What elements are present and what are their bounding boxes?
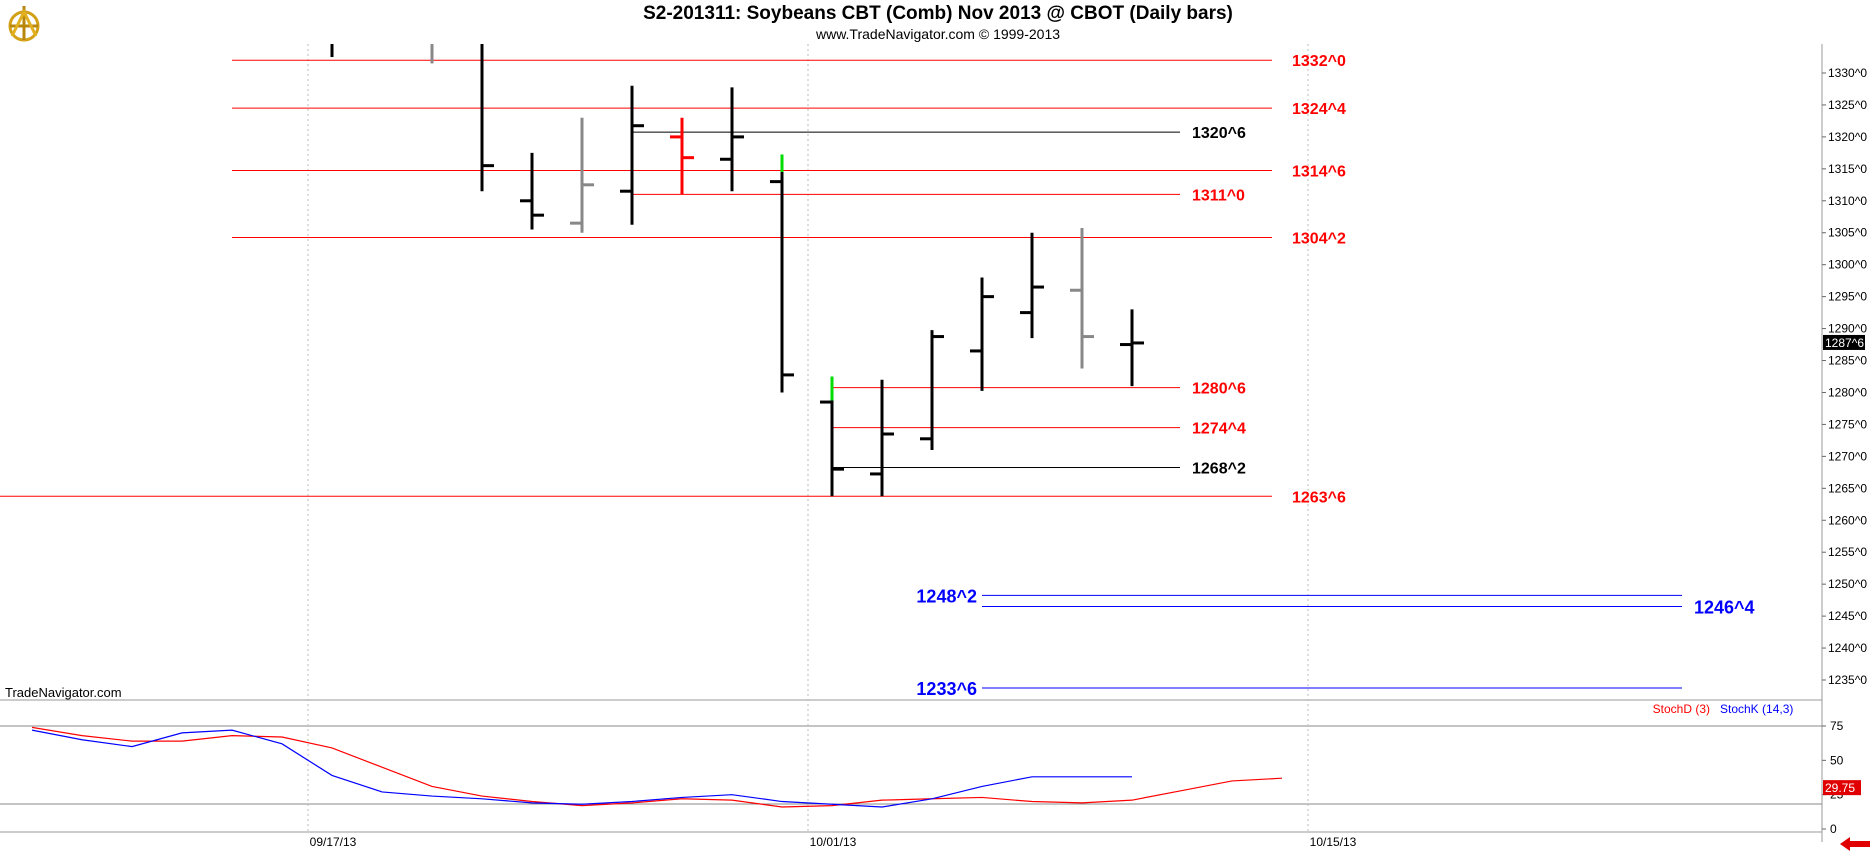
y-tick-label: 1290^0 xyxy=(1828,322,1867,336)
y-tick-label: 1295^0 xyxy=(1828,290,1867,304)
last-price-tag xyxy=(1823,334,1865,350)
y-tick-label: 1240^0 xyxy=(1828,641,1867,655)
left-arrow-icon[interactable] xyxy=(1838,836,1872,852)
chart-subtitle: www.TradeNavigator.com © 1999-2013 xyxy=(815,26,1061,42)
target-label: 1248^2 xyxy=(916,586,977,606)
y-tick-label: 1300^0 xyxy=(1828,258,1867,272)
stoch-last-tag xyxy=(1823,780,1861,796)
target-label: 1246^4 xyxy=(1694,598,1755,618)
last-price-label: 1287^6 xyxy=(1825,336,1864,350)
level-label: 1332^0 xyxy=(1292,53,1346,70)
level-label: 1268^2 xyxy=(1192,461,1246,478)
y-tick-label: 1315^0 xyxy=(1828,162,1867,176)
y-tick-label: 1325^0 xyxy=(1828,98,1867,112)
y-tick-label: 1255^0 xyxy=(1828,545,1867,559)
level-label: 1324^4 xyxy=(1292,101,1346,118)
stoch-y-tick-label: 50 xyxy=(1830,753,1844,767)
x-tick-label: 10/15/13 xyxy=(1310,835,1357,849)
level-label: 1274^4 xyxy=(1192,421,1246,438)
stoch-series-line xyxy=(31,726,1283,808)
stoch-y-tick-label: 0 xyxy=(1830,822,1837,836)
y-tick-label: 1275^0 xyxy=(1828,417,1867,431)
stoch-series-line xyxy=(31,729,1132,808)
y-tick-label: 1285^0 xyxy=(1828,354,1867,368)
y-tick-label: 1305^0 xyxy=(1828,226,1867,240)
y-tick-label: 1310^0 xyxy=(1828,194,1867,208)
stoch-legend-k: StochK (14,3) xyxy=(1720,702,1793,716)
y-tick-label: 1245^0 xyxy=(1828,609,1867,623)
chart-title: S2-201311: Soybeans CBT (Comb) Nov 2013 … xyxy=(643,3,1233,24)
y-tick-label: 1320^0 xyxy=(1828,130,1867,144)
level-label: 1314^6 xyxy=(1292,163,1346,180)
level-label: 1263^6 xyxy=(1292,489,1346,506)
y-tick-label: 1260^0 xyxy=(1828,513,1867,527)
y-tick-label: 1250^0 xyxy=(1828,577,1867,591)
level-label: 1280^6 xyxy=(1192,381,1246,398)
y-tick-label: 1280^0 xyxy=(1828,385,1867,399)
watermark-text: TradeNavigator.com xyxy=(5,685,122,700)
level-label: 1304^2 xyxy=(1292,231,1346,248)
sextant-logo-icon xyxy=(8,6,40,42)
level-label: 1311^0 xyxy=(1192,187,1245,204)
x-tick-label: 10/01/13 xyxy=(810,835,857,849)
stoch-legend-d: StochD (3) xyxy=(1653,702,1710,716)
y-tick-label: 1235^0 xyxy=(1828,673,1867,687)
y-tick-label: 1265^0 xyxy=(1828,481,1867,495)
y-tick-label: 1270^0 xyxy=(1828,449,1867,463)
target-label: 1233^6 xyxy=(916,679,977,699)
stoch-y-tick-label: 75 xyxy=(1830,719,1844,733)
stoch-last-label: 29.75 xyxy=(1825,781,1855,795)
y-tick-label: 1330^0 xyxy=(1828,66,1867,80)
x-tick-label: 09/17/13 xyxy=(310,835,357,849)
level-label: 1320^6 xyxy=(1192,125,1246,142)
